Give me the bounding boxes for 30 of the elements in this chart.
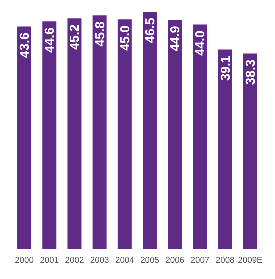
- data-label: 39.1: [218, 56, 233, 82]
- x-tick-label: 2009E: [238, 255, 264, 266]
- data-label: 46.5: [142, 18, 158, 44]
- bar: [143, 12, 158, 249]
- x-tick-label: 2006: [166, 255, 185, 266]
- data-label: 44.6: [42, 28, 58, 53]
- x-tick-label: 2002: [65, 255, 84, 266]
- data-label: 44.0: [192, 30, 208, 56]
- data-label: 44.9: [168, 26, 183, 52]
- bar: [18, 26, 32, 249]
- bar: [218, 50, 232, 249]
- x-tick-label: 2004: [115, 255, 135, 266]
- data-label: 45.2: [67, 24, 82, 50]
- data-label: 38.3: [242, 60, 258, 86]
- x-tick-label: 2005: [140, 255, 160, 266]
- x-tick-label: 2007: [190, 255, 210, 266]
- bar: [243, 54, 258, 249]
- data-label: 43.6: [17, 32, 32, 58]
- data-label: 45.0: [117, 26, 132, 51]
- data-label: 45.8: [92, 22, 108, 47]
- bar: [68, 18, 82, 249]
- bar: [118, 20, 132, 249]
- bar: [42, 22, 57, 249]
- x-tick-label: 2000: [15, 255, 34, 266]
- x-tick-label: 2001: [40, 255, 60, 266]
- bar: [193, 24, 208, 249]
- bar: [168, 20, 182, 249]
- bar: [92, 16, 107, 249]
- x-tick-label: 2003: [90, 255, 110, 266]
- x-tick-label: 2008: [216, 255, 236, 266]
